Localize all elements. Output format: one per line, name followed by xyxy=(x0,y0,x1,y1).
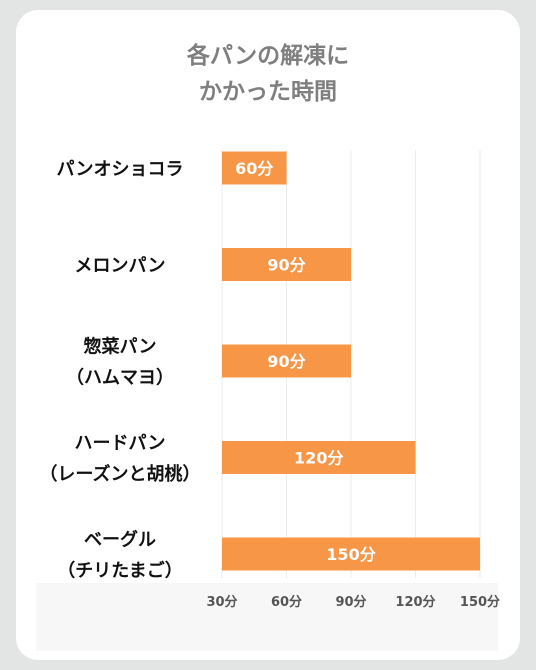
chart-title-line-2: かかった時間 xyxy=(199,79,337,105)
bar-value-label-0: 60分 xyxy=(235,159,273,178)
chart-title: 各パンの解凍に かかった時間 xyxy=(0,38,536,110)
category-label-3-1: （レーズンと胡桃） xyxy=(39,463,200,485)
x-tick-label-120: 120分 xyxy=(395,594,435,610)
category-label-2-1: （ハムマヨ） xyxy=(66,368,174,389)
bars: 60分 90分 90分 120分 150分 xyxy=(222,151,480,571)
bar-1 xyxy=(222,248,351,281)
bar-0 xyxy=(222,151,287,185)
x-tick-label-30: 30分 xyxy=(206,594,237,610)
x-axis-ticks: 30分 60分 90分 120分 150分 xyxy=(206,594,500,610)
category-label-1-0: メロンパン xyxy=(75,256,166,277)
bar-value-label-3: 120分 xyxy=(294,449,343,468)
bar-4 xyxy=(222,537,480,571)
axis-band xyxy=(36,583,498,651)
x-tick-label-90: 90分 xyxy=(335,594,366,610)
bar-3 xyxy=(222,441,416,474)
bar-2 xyxy=(222,344,351,378)
chart-title-line-1: 各パンの解凍に xyxy=(186,43,350,69)
category-label-4-0: ベーグル xyxy=(84,529,156,551)
bar-value-label-1: 90分 xyxy=(267,256,305,275)
category-label-0-0: パンオショコラ xyxy=(57,159,184,180)
x-tick-label-150: 150分 xyxy=(460,594,500,610)
category-label-3-0: ハードパン xyxy=(75,433,166,454)
x-tick-label-60: 60分 xyxy=(271,594,302,610)
bar-value-label-2: 90分 xyxy=(267,352,305,371)
bar-value-label-4: 150分 xyxy=(326,545,375,564)
category-label-2-0: 惣菜パン xyxy=(84,336,157,358)
category-label-4-1: （チリたまご） xyxy=(57,560,182,582)
